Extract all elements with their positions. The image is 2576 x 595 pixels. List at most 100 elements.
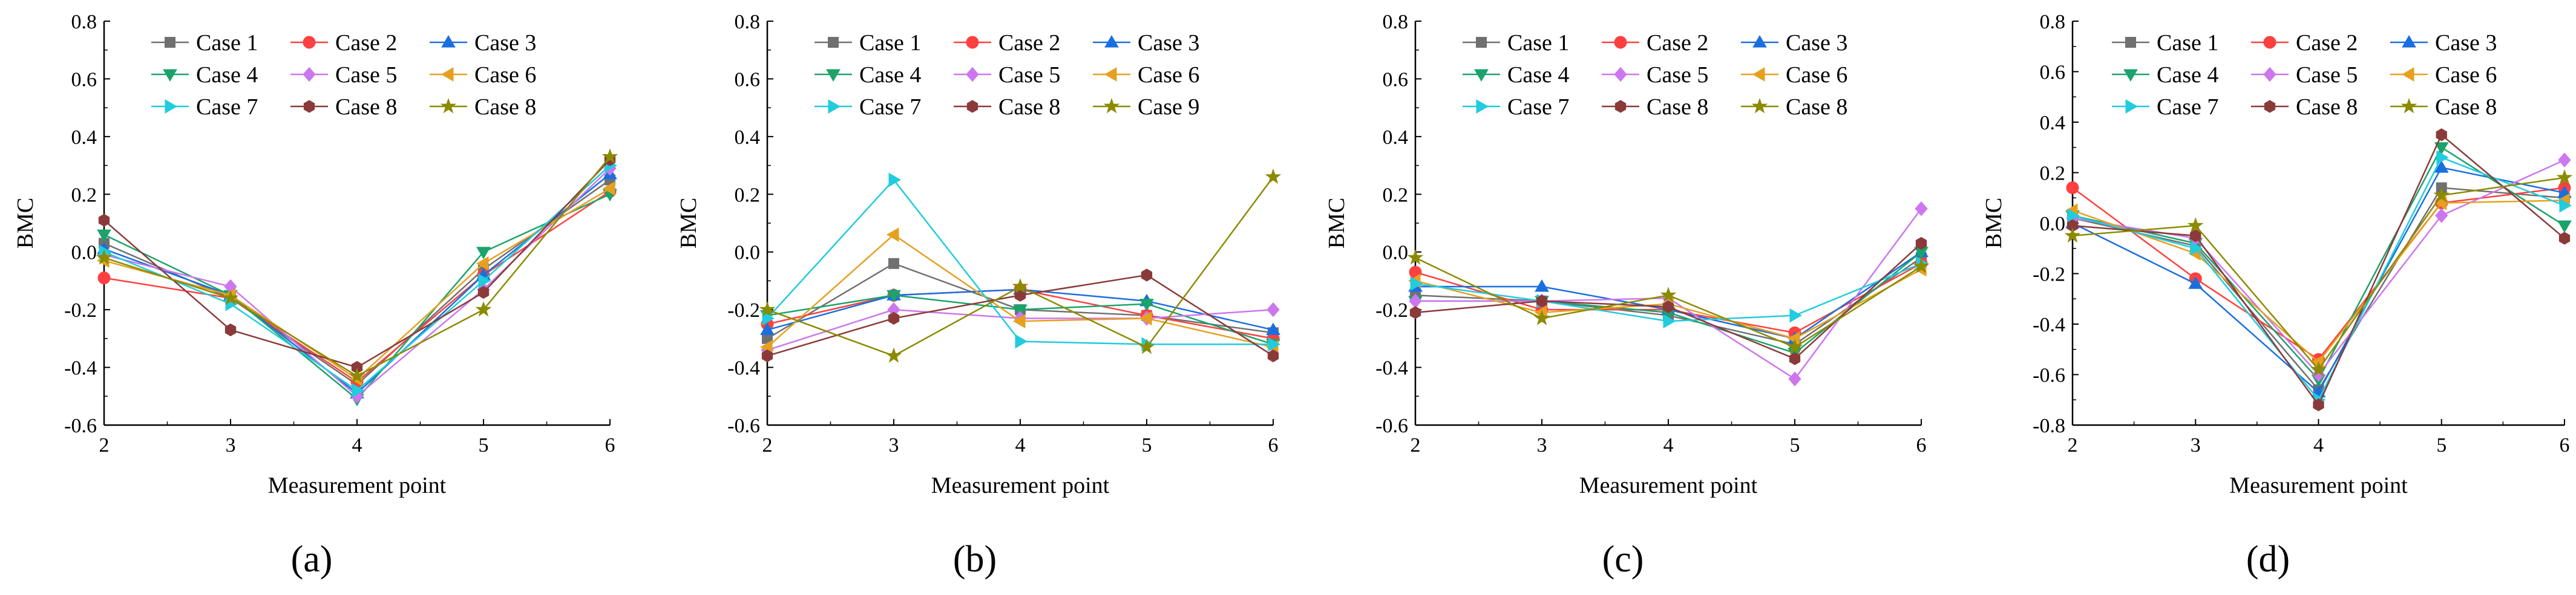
data-point	[1138, 339, 1155, 354]
y-tick-label: 0.4	[71, 126, 97, 149]
panel-label: (b)	[953, 539, 997, 580]
data-point	[2434, 142, 2449, 155]
series-line	[103, 156, 611, 377]
legend-label: Case 1	[859, 30, 921, 56]
y-tick-label: -0.2	[1375, 299, 1408, 322]
y-tick-label: 0.6	[2040, 62, 2066, 84]
legend-label: Case 5	[998, 62, 1060, 88]
legend-marker	[1474, 69, 1489, 82]
legend-label: Case 8	[1647, 94, 1708, 120]
data-point	[1268, 337, 1280, 352]
legend-label: Case 7	[196, 94, 258, 120]
x-axis-label: Measurement point	[1579, 473, 1758, 498]
data-point	[1139, 299, 1154, 311]
legend-label: Case 8	[998, 94, 1060, 120]
data-point	[2066, 181, 2079, 195]
chart-panel-b: -0.6 -0.4 -0.2 0.0 0.2 0.4 0.6 0.8 2 3 4 5 6 Measurem…	[676, 11, 1282, 580]
legend-marker	[163, 69, 177, 82]
y-tick-label: 0.8	[2040, 11, 2066, 33]
legend-label: Case 7	[2157, 94, 2218, 120]
data-point	[96, 249, 113, 265]
series-line	[103, 164, 611, 392]
x-tick-label: 4	[1015, 434, 1026, 457]
data-point	[2557, 220, 2572, 233]
y-tick-label: -0.6	[1375, 415, 1408, 437]
x-tick-label: 6	[1916, 434, 1927, 457]
data-point	[349, 367, 365, 383]
legend-label: Case 1	[2157, 30, 2218, 56]
y-tick-label: 0.4	[735, 126, 761, 149]
data-point	[352, 383, 364, 398]
legend-marker	[2401, 97, 2417, 114]
data-point	[98, 213, 110, 227]
data-point	[2187, 217, 2204, 233]
legend-label: Case 2	[1647, 30, 1708, 56]
data-point	[224, 323, 237, 337]
data-point	[1015, 334, 1027, 349]
legend-label: Case 6	[1786, 62, 1847, 88]
data-point	[762, 311, 775, 326]
y-tick-label: 0.8	[1383, 11, 1409, 33]
x-axis-label: Measurement point	[931, 473, 1110, 498]
data-point	[2064, 227, 2081, 243]
series-line	[767, 176, 1274, 357]
data-point	[475, 301, 492, 317]
data-point	[2558, 232, 2571, 245]
y-axis-label: BMC	[1324, 198, 1349, 249]
y-tick-label: 0.6	[1383, 68, 1409, 91]
x-tick-label: 2	[1411, 434, 1421, 457]
legend-label: Case 7	[1507, 94, 1569, 120]
data-point	[2436, 128, 2447, 141]
chart-panel-d: -0.8 -0.6 -0.4 -0.2 0.0 0.2 0.4 0.6 0.8 2 3 4 5 6 Meas…	[1981, 11, 2573, 580]
data-point	[1789, 352, 1801, 365]
y-tick-label: 0.2	[71, 184, 97, 206]
legend-marker	[1751, 97, 1768, 114]
x-tick-label: 3	[226, 434, 236, 457]
legend-marker	[2263, 36, 2276, 49]
legend-marker	[2123, 69, 2138, 82]
data-point	[2067, 208, 2080, 223]
x-tick-label: 3	[889, 434, 899, 457]
legend-marker	[2263, 67, 2276, 82]
legend-marker	[966, 67, 979, 82]
data-point	[2433, 187, 2450, 203]
data-point	[1913, 258, 1930, 273]
data-point	[477, 285, 490, 299]
x-tick-label: 2	[99, 434, 110, 457]
legend-label: Case 4	[1507, 62, 1569, 88]
legend-marker	[1476, 37, 1487, 48]
data-point	[1789, 308, 1802, 323]
y-tick-label: 0.8	[71, 11, 97, 33]
y-tick-label: -0.4	[1375, 357, 1408, 380]
legend-marker	[1104, 67, 1117, 82]
data-point	[2310, 361, 2327, 377]
y-tick-label: 0.8	[735, 11, 761, 33]
data-point	[2434, 160, 2449, 173]
legend-marker	[1103, 97, 1120, 114]
data-point	[1409, 306, 1421, 319]
legend-marker	[303, 36, 316, 49]
y-tick-label: -0.4	[2033, 314, 2065, 336]
legend-marker	[2125, 37, 2136, 48]
data-point	[1663, 314, 1676, 329]
legend-marker	[441, 35, 456, 48]
x-tick-label: 4	[352, 434, 362, 457]
series-line	[2072, 177, 2565, 371]
data-point	[888, 172, 901, 187]
data-point	[1266, 322, 1280, 336]
data-point	[2556, 169, 2573, 185]
legend-marker	[1614, 36, 1627, 49]
data-point	[2188, 276, 2203, 289]
legend-label: Case 8	[474, 94, 536, 120]
y-tick-label: -0.6	[2033, 365, 2065, 387]
y-tick-label: -0.4	[727, 357, 760, 380]
data-point	[1139, 311, 1152, 326]
data-point	[759, 301, 776, 317]
y-tick-label: 0.0	[1383, 242, 1409, 264]
y-axis-label: BMC	[676, 198, 701, 249]
legend-marker	[165, 37, 175, 48]
y-tick-label: -0.4	[64, 357, 97, 380]
legend-marker	[2125, 99, 2138, 114]
